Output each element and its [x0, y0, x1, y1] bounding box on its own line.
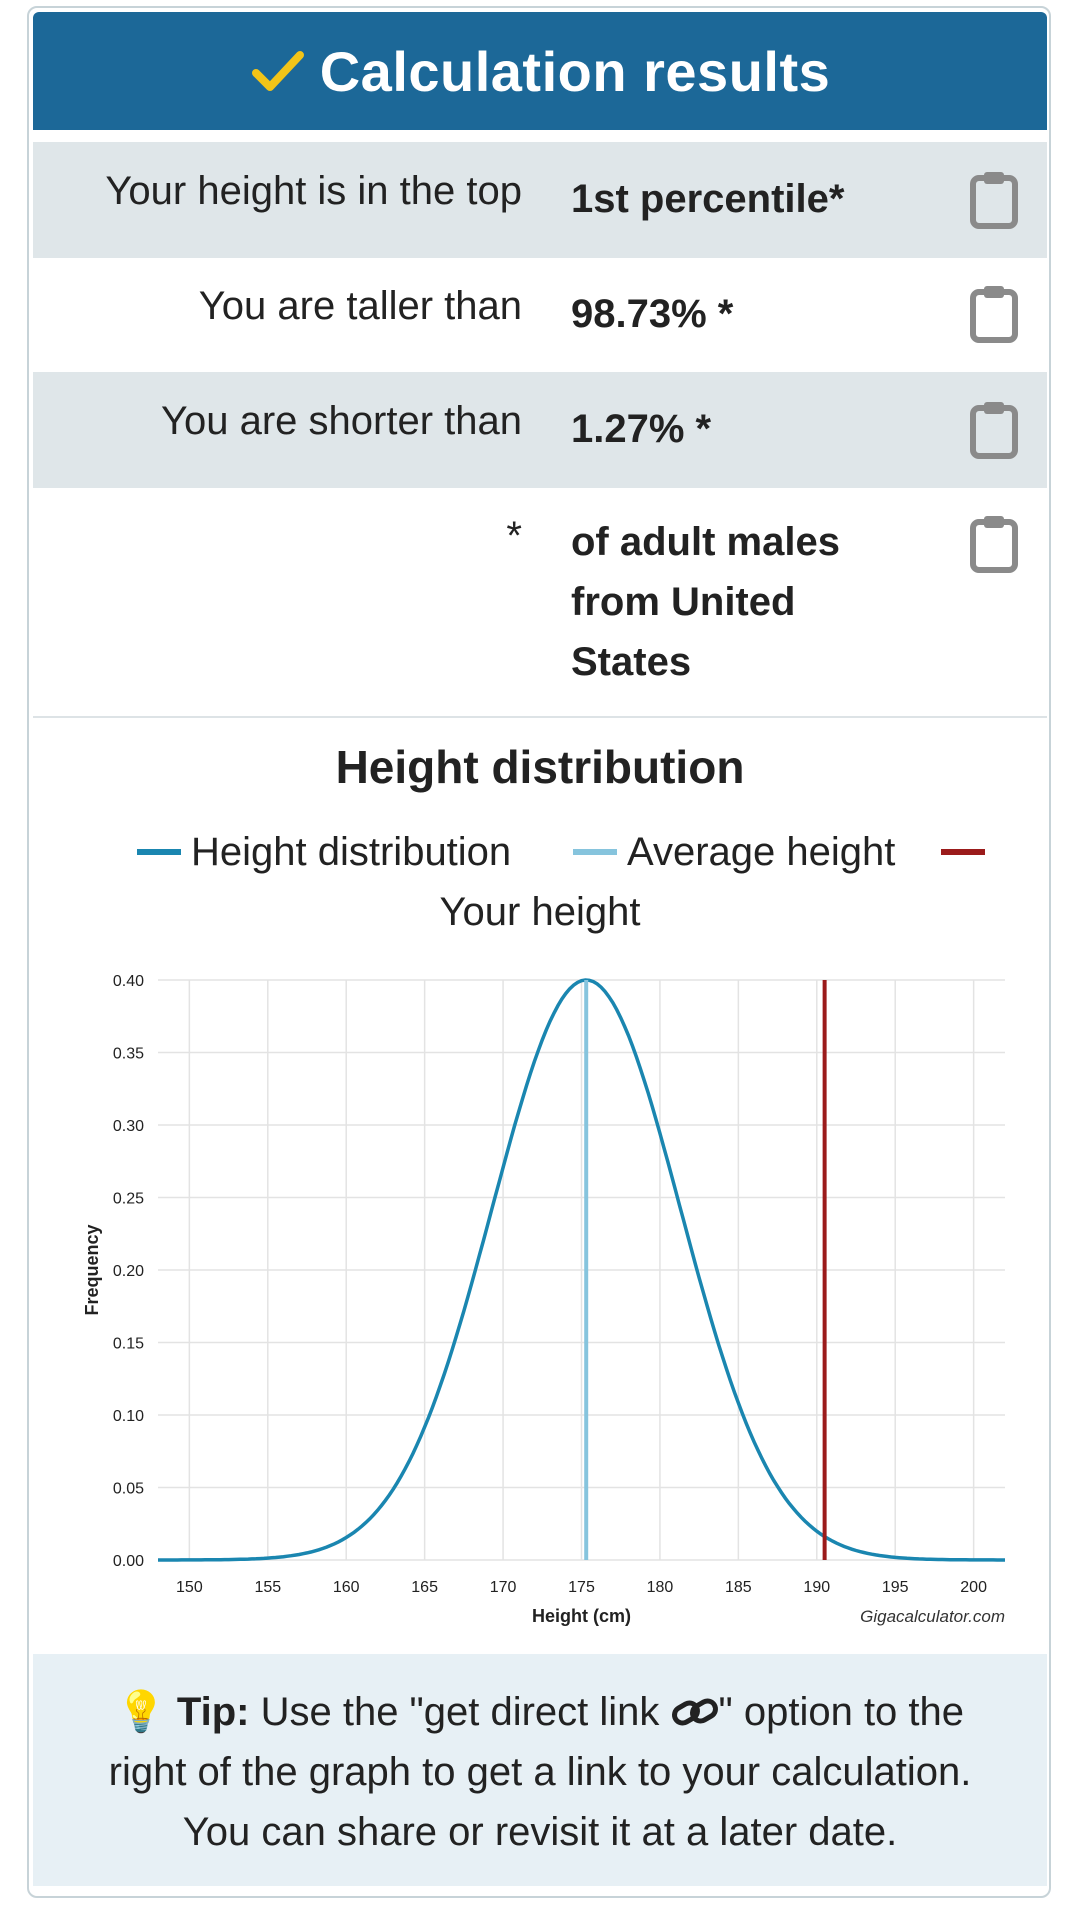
clipboard-icon[interactable]: [969, 514, 1019, 574]
population-line: of adult males: [571, 520, 840, 564]
lightbulb-icon: 💡: [115, 1690, 166, 1734]
result-value: 98.73% *: [571, 292, 734, 336]
section-divider: [33, 716, 1047, 718]
population-line: from United: [571, 580, 796, 624]
result-row-taller: You are taller than 98.73% *: [33, 258, 1047, 372]
x-axis-label: Height (cm): [532, 1606, 631, 1626]
y-tick-label: 0.20: [113, 1263, 144, 1280]
legend-label: Average height: [627, 829, 896, 874]
result-label: You are shorter than: [161, 399, 522, 443]
height-distribution-chart: 0.00 0.05 0.10 0.15 0.20 0.25 0.30 0.35 0.40 150 1…: [82, 973, 1005, 1626]
x-tick-label: 195: [882, 1579, 909, 1596]
clipboard-icon[interactable]: [969, 170, 1019, 230]
legend-item-your-height[interactable]: Your height: [33, 882, 1047, 942]
clipboard-icon[interactable]: [969, 284, 1019, 344]
tip-text: Use the "get direct link: [249, 1690, 671, 1734]
legend-swatch: [941, 849, 985, 855]
x-tick-label: 150: [176, 1579, 203, 1596]
y-tick-label: 0.10: [113, 1408, 144, 1425]
x-tick-label: 160: [333, 1579, 360, 1596]
result-value: 1st percentile*: [571, 177, 845, 221]
result-row-population: * of adult males from United States: [33, 488, 1047, 716]
legend-item-distribution[interactable]: Height distribution: [137, 822, 511, 882]
legend-swatch: [137, 849, 181, 855]
x-tick-label: 155: [254, 1579, 281, 1596]
results-title: Calculation results: [319, 39, 831, 103]
tip-box: 💡 Tip: Use the "get direct link " option…: [33, 1654, 1047, 1886]
clipboard-icon[interactable]: [969, 400, 1019, 460]
results-header: Calculation results: [33, 12, 1047, 130]
chart-legend: Height distribution Average height: [33, 822, 1047, 882]
x-tick-label: 170: [490, 1579, 517, 1596]
result-value: 1.27% *: [571, 407, 712, 451]
x-tick-label: 190: [803, 1579, 830, 1596]
y-tick-label: 0.25: [113, 1191, 144, 1208]
results-card: [27, 6, 1051, 1898]
x-tick-label: 200: [960, 1579, 987, 1596]
x-tick-label: 180: [647, 1579, 674, 1596]
result-row-shorter: You are shorter than 1.27% *: [33, 372, 1047, 488]
x-tick-label: 175: [568, 1579, 595, 1596]
result-label: You are taller than: [198, 284, 522, 328]
legend-item-average[interactable]: Average height: [573, 822, 895, 882]
chart-title: Height distribution: [335, 741, 745, 793]
y-tick-label: 0.40: [113, 973, 144, 990]
population-value: of adult males from United States: [571, 512, 840, 692]
result-label: Your height is in the top: [105, 169, 522, 213]
y-tick-label: 0.05: [113, 1481, 144, 1498]
legend-label: Your height: [439, 890, 641, 934]
population-line: States: [571, 640, 692, 684]
watermark: Gigacalculator.com: [860, 1607, 1005, 1626]
tip-text: " option to the right of the graph to ge…: [108, 1690, 972, 1854]
y-tick-label: 0.00: [113, 1553, 144, 1570]
checkmark-icon: [251, 51, 304, 91]
x-tick-label: 165: [411, 1579, 438, 1596]
link-icon: [671, 1698, 718, 1726]
y-tick-label: 0.15: [113, 1336, 144, 1353]
x-tick-label: 185: [725, 1579, 752, 1596]
y-tick-label: 0.30: [113, 1118, 144, 1135]
y-tick-label: 0.35: [113, 1046, 144, 1063]
tip-prefix: Tip:: [176, 1690, 250, 1734]
result-row-percentile: Your height is in the top 1st percentile…: [33, 142, 1047, 258]
legend-item-your-height-swatch[interactable]: [941, 822, 995, 882]
distribution-curve: [158, 978, 1005, 1562]
legend-label: Height distribution: [191, 829, 512, 874]
legend-swatch: [573, 849, 617, 855]
result-label: *: [506, 514, 522, 558]
y-axis-label: Frequency: [82, 1224, 102, 1315]
